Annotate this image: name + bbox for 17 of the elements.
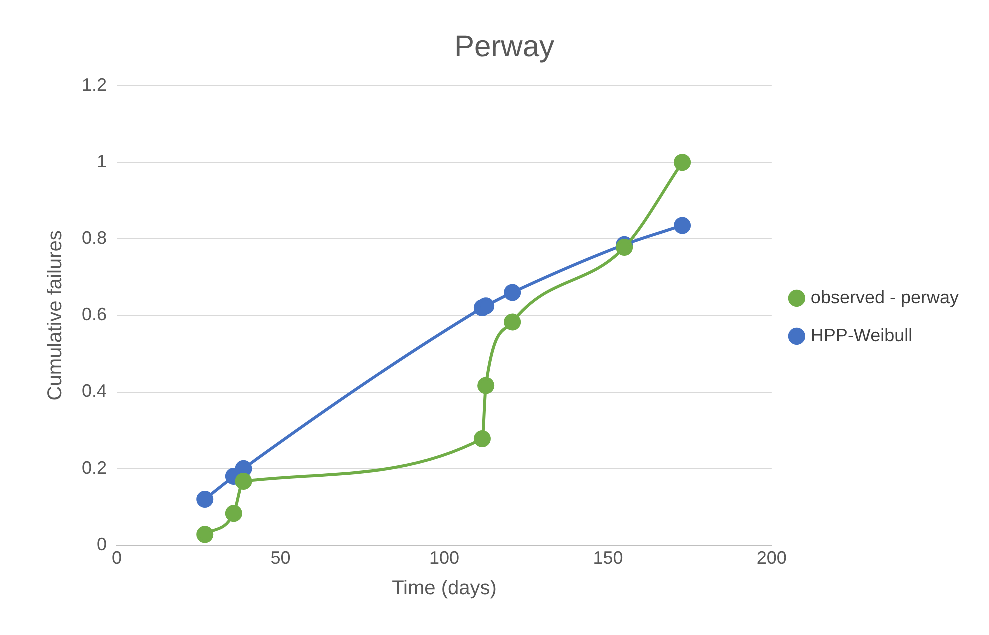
- y-tick-label: 0.4: [82, 381, 108, 402]
- x-tick-label: 200: [756, 548, 787, 568]
- legend-label: observed - perway: [810, 287, 960, 308]
- y-axis-title: Cumulative failures: [44, 230, 67, 401]
- y-tick-label: 1.2: [82, 74, 108, 95]
- chart-title: Perway: [454, 30, 555, 64]
- y-tick-label: 1: [97, 152, 108, 172]
- x-tick-label: 100: [429, 548, 460, 568]
- y-tick-label: 0.2: [82, 458, 108, 478]
- legend-label: HPP-Weibull: [810, 325, 913, 346]
- x-tick-label: 0: [112, 548, 122, 568]
- x-tick-label: 150: [593, 548, 624, 568]
- x-tick-label: 50: [270, 548, 291, 568]
- y-tick-label: 0.6: [82, 304, 108, 325]
- x-axis-title: Time (days): [392, 578, 497, 600]
- y-tick-label: 0.8: [82, 228, 108, 248]
- y-tick-label: 0: [97, 534, 108, 554]
